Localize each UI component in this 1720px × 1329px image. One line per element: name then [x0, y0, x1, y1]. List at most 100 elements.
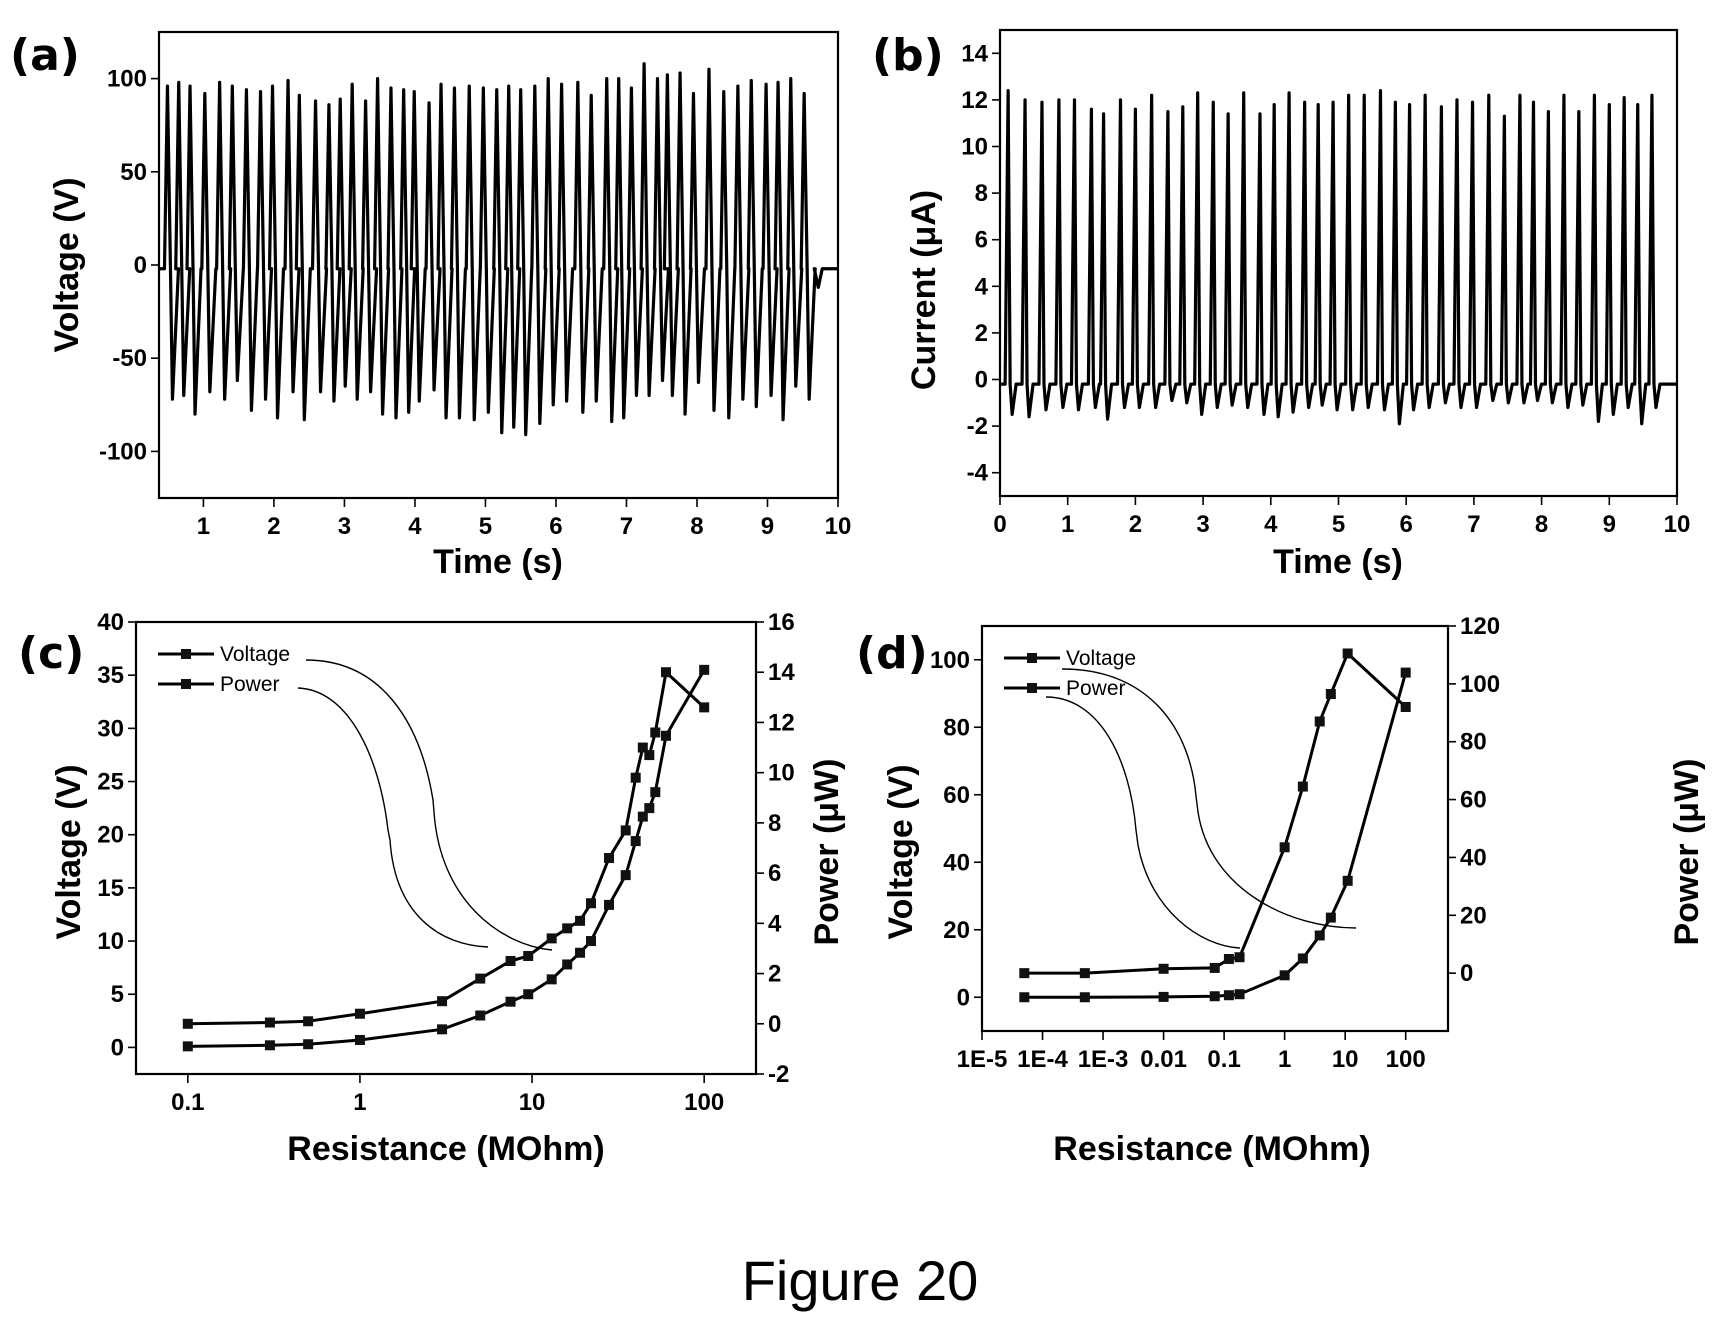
data-point-power-d: [1297, 781, 1308, 792]
y-tick-label-3: 40: [943, 849, 970, 876]
y2-axis-label-c: Power (μW): [808, 758, 846, 945]
y2-tick-label-3: 20: [1460, 902, 1487, 929]
data-point-power-c: [586, 898, 597, 909]
data-point-power-d: [1158, 963, 1169, 974]
data-point-power-c: [523, 950, 534, 961]
data-point-voltage-c: [620, 870, 631, 881]
data-point-power-d: [1234, 952, 1245, 963]
data-point-voltage-d: [1158, 991, 1169, 1002]
series-line-voltage-d: [1024, 672, 1408, 999]
y-tick-label-3: 100: [930, 647, 970, 674]
series-line-power-c: [187, 669, 706, 1026]
y-tick-label-1: 4: [975, 273, 989, 300]
x-tick-label-0: 10: [825, 513, 852, 540]
data-point-power-c: [437, 996, 448, 1007]
data-point-power-c: [354, 1008, 365, 1019]
series-line-power-d: [1024, 650, 1407, 975]
data-point-voltage-c: [575, 947, 586, 958]
data-point-voltage-c: [182, 1041, 193, 1052]
data-point-voltage-c: [523, 989, 534, 1000]
x-tick-label-3: 1E-4: [1017, 1046, 1068, 1073]
annotation-curve-voltage: [1061, 668, 1357, 929]
x-tick-label-1: 9: [1603, 511, 1616, 538]
legend-label-voltage: Voltage: [220, 643, 290, 666]
data-point-power-c: [630, 772, 641, 783]
data-point-power-c: [620, 825, 631, 836]
y-tick-label-2: 20: [97, 822, 124, 849]
y-axis-label-a: Voltage (V): [48, 177, 86, 352]
legend-label-voltage: Voltage: [1066, 647, 1136, 670]
y2-tick-label-2: 10: [768, 760, 795, 787]
y-tick-label-0: -100: [99, 438, 147, 465]
data-point-voltage-d: [1234, 989, 1245, 1000]
data-point-voltage-d: [1079, 992, 1090, 1003]
data-point-power-d: [1325, 688, 1336, 699]
x-tick-label-2: 0.1: [171, 1089, 204, 1116]
y-axis-label-b: Current (μA): [905, 190, 943, 390]
annotation-curve-power: [297, 687, 489, 948]
data-point-voltage-c: [604, 899, 615, 910]
plot-frame-c: [134, 620, 758, 1076]
y2-tick-label-2: 12: [768, 709, 795, 736]
data-point-voltage-c: [475, 1010, 486, 1021]
data-point-voltage-c: [586, 936, 597, 947]
y-tick-label-3: 0: [957, 984, 970, 1011]
data-point-power-c: [699, 702, 710, 713]
legend-marker-voltage: [1027, 653, 1037, 663]
y-tick-label-3: 60: [943, 782, 970, 809]
data-point-power-c: [562, 923, 573, 934]
legend-label-power: Power: [220, 673, 280, 696]
panel-c-load-resistance: (c) 0.1 1 10 100403530252015105016141210864…: [18, 609, 846, 1168]
y-tick-label-1: 10: [961, 134, 988, 161]
data-point-voltage-d: [1209, 991, 1220, 1002]
y-tick-label-2: 35: [97, 662, 124, 689]
x-tick-label-3: 0.01: [1140, 1046, 1187, 1073]
y-axis-label-c: Voltage (V): [50, 764, 88, 939]
data-point-power-c: [637, 742, 648, 753]
data-point-voltage-d: [1223, 990, 1234, 1001]
y-tick-label-2: 40: [97, 609, 124, 636]
x-tick-label-2: 100: [684, 1089, 724, 1116]
figure-caption: Figure 20: [742, 1249, 979, 1312]
annotation-curve-power: [1045, 696, 1241, 949]
data-point-voltage-d: [1019, 992, 1030, 1003]
x-tick-label-1: 0: [993, 511, 1006, 538]
signal-trace-a: [159, 62, 838, 437]
y-tick-label-1: 14: [961, 40, 988, 67]
panel-label-a: (a): [10, 30, 80, 81]
x-axis-label-c: Resistance (MOhm): [287, 1130, 604, 1168]
x-tick-label-0: 1: [197, 513, 210, 540]
x-tick-label-1: 5: [1332, 511, 1345, 538]
y-tick-label-0: 100: [107, 66, 147, 93]
panel-d-load-resistance: (d) 1E-5 1E-4 1E-3 0.01 0.1 1 10 100 100 80 60 40 20…: [856, 613, 1706, 1168]
data-point-voltage-c: [637, 811, 648, 822]
data-point-voltage-d: [1279, 970, 1290, 981]
panel-label-d: (d): [856, 628, 928, 679]
y2-tick-label-2: 14: [768, 659, 795, 686]
y2-tick-label-3: 120: [1460, 613, 1500, 640]
y2-tick-label-3: 100: [1460, 671, 1500, 698]
data-point-power-d: [1314, 716, 1325, 727]
signal-trace-b: [1000, 88, 1677, 426]
data-point-power-d: [1342, 648, 1353, 659]
x-tick-label-0: 8: [690, 513, 703, 540]
data-point-voltage-c: [562, 959, 573, 970]
x-tick-label-3: 0.1: [1207, 1046, 1240, 1073]
y2-tick-label-2: 16: [768, 609, 795, 636]
x-tick-label-2: 1: [353, 1089, 366, 1116]
y2-tick-label-2: 8: [768, 810, 781, 837]
y-tick-label-0: 0: [134, 252, 147, 279]
y-tick-label-1: -4: [967, 460, 989, 487]
data-point-power-c: [644, 750, 655, 761]
x-tick-label-1: 4: [1264, 511, 1278, 538]
x-tick-label-0: 7: [620, 513, 633, 540]
x-tick-label-0: 4: [408, 513, 422, 540]
data-point-power-c: [264, 1017, 275, 1028]
x-tick-label-1: 7: [1467, 511, 1480, 538]
data-point-voltage-c: [303, 1039, 314, 1050]
y2-tick-label-2: 6: [768, 860, 781, 887]
data-point-power-c: [303, 1016, 314, 1027]
y2-tick-label-2: -2: [768, 1061, 789, 1088]
x-tick-label-3: 100: [1386, 1046, 1426, 1073]
